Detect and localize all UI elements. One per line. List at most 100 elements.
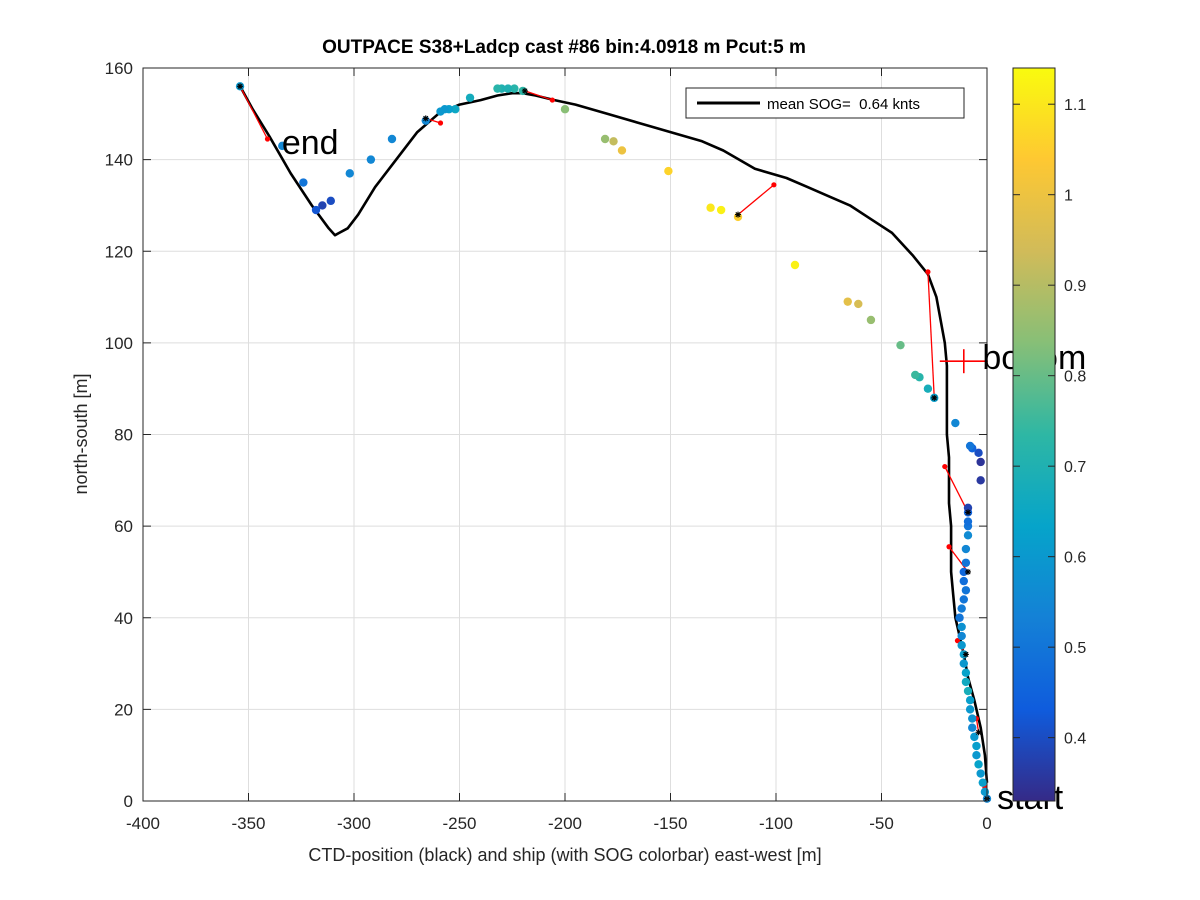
legend: mean SOG= 0.64 knts <box>685 87 965 119</box>
black-star <box>422 115 429 122</box>
ship-point <box>387 134 397 144</box>
x-tick-labels: -400 -350 -300 -250 -200 -150 -100 -50 0 <box>126 814 992 833</box>
vector-tip <box>437 120 444 126</box>
colorbar-tick-label: 0.4 <box>1064 731 1086 748</box>
ship-point <box>465 93 475 102</box>
black-star <box>965 568 972 575</box>
ship-point <box>963 686 973 696</box>
ship-point <box>911 370 920 380</box>
x-tick-label: 0 <box>982 814 991 833</box>
star-stroke <box>931 395 937 401</box>
vector-tip <box>946 544 952 550</box>
ship-point <box>600 134 610 144</box>
ship-point <box>311 205 321 215</box>
bottom-marker-layer <box>939 349 988 374</box>
x-tick-label: -250 <box>442 814 476 833</box>
star-stroke <box>735 212 741 218</box>
ship-point <box>963 517 973 526</box>
vector-tip <box>549 97 555 103</box>
star-stroke <box>965 509 971 515</box>
y-tick-label: 80 <box>114 426 133 445</box>
ship-point <box>965 441 975 451</box>
plot-area: startbottomend -400-350-300-250-200-150-… <box>105 59 1087 833</box>
ship-point <box>968 714 977 723</box>
grid <box>142 67 988 802</box>
ship-point <box>961 558 971 567</box>
ctd-track-line <box>238 85 989 783</box>
ship-point <box>976 457 985 467</box>
velocity-vectors <box>239 86 988 799</box>
colorbar-tick-label: 1.1 <box>1064 97 1086 114</box>
ship-point <box>866 315 876 325</box>
ship-point <box>716 205 726 215</box>
black-star <box>735 211 742 218</box>
colorbar-ticks: 0.4 0.5 0.6 0.7 0.8 0.9 1 1.1 <box>1013 97 1086 748</box>
annotation-end: end <box>282 124 339 162</box>
ship-point <box>974 448 983 458</box>
ship-point <box>959 576 968 586</box>
ship-point <box>951 418 960 428</box>
star-stroke <box>237 83 243 89</box>
ship-point <box>345 169 354 178</box>
x-tick-label: -100 <box>759 814 793 833</box>
ship-point <box>972 750 981 760</box>
ship-point <box>560 105 570 114</box>
colorbar-gradient <box>1012 67 1056 802</box>
legend-label: mean SOG= 0.64 knts <box>767 96 920 113</box>
black-star <box>521 87 528 94</box>
y-tick-label: 160 <box>105 59 133 78</box>
colorbar-tick-label: 0.5 <box>1064 640 1086 657</box>
ship-point <box>896 340 905 350</box>
ship-point <box>980 787 990 797</box>
y-tick-label: 100 <box>105 334 133 353</box>
ship-point <box>664 166 673 176</box>
ship-point <box>957 641 966 650</box>
x-tick-label: -150 <box>653 814 687 833</box>
vector-tip <box>771 182 777 188</box>
ship-point <box>609 137 618 146</box>
star-stroke <box>975 729 982 735</box>
y-tick-labels: 0 20 40 60 80 100 120 140 160 <box>105 59 133 811</box>
ctd-track-layer <box>238 85 989 783</box>
ship-point <box>493 84 502 93</box>
ship-point <box>961 677 971 687</box>
x-tick-label: -200 <box>548 814 582 833</box>
ship-point <box>963 531 973 540</box>
ship-point <box>972 741 981 751</box>
vector-tip <box>925 269 931 275</box>
colorbar-tick-label: 0.8 <box>1064 369 1086 386</box>
ship-point <box>970 732 979 742</box>
ship-point <box>451 105 460 114</box>
ship-point <box>326 196 335 206</box>
velocity-vector <box>944 466 969 513</box>
colorbar-tick-label: 0.9 <box>1064 278 1086 295</box>
ship-point <box>318 201 327 210</box>
ship-point <box>959 595 968 604</box>
ship-point <box>366 155 376 164</box>
black-star <box>237 83 244 90</box>
ship-point <box>706 203 715 212</box>
vector-tip <box>954 638 961 644</box>
x-tick-label: -300 <box>337 814 371 833</box>
y-axis-label: north-south [m] <box>71 373 91 494</box>
ship-point <box>976 769 985 778</box>
ship-point <box>963 503 973 512</box>
x-tick-label: -350 <box>231 814 265 833</box>
star-stroke <box>522 88 528 94</box>
ship-point <box>961 668 971 677</box>
ship-point <box>961 544 971 554</box>
black-star <box>962 651 969 658</box>
black-star <box>931 394 938 401</box>
star-stroke <box>963 651 969 657</box>
colorbar-tick-label: 0.7 <box>1064 459 1086 476</box>
black-star <box>965 509 972 516</box>
chart-title: OUTPACE S38+Ladcp cast #86 bin:4.0918 m … <box>322 37 806 58</box>
velocity-vector <box>239 86 269 140</box>
y-tick-label: 0 <box>124 792 133 811</box>
ship-point <box>957 604 966 613</box>
star-stroke <box>423 115 429 121</box>
ship-point <box>974 760 983 769</box>
ship-point <box>436 107 445 116</box>
ship-point <box>955 613 964 622</box>
